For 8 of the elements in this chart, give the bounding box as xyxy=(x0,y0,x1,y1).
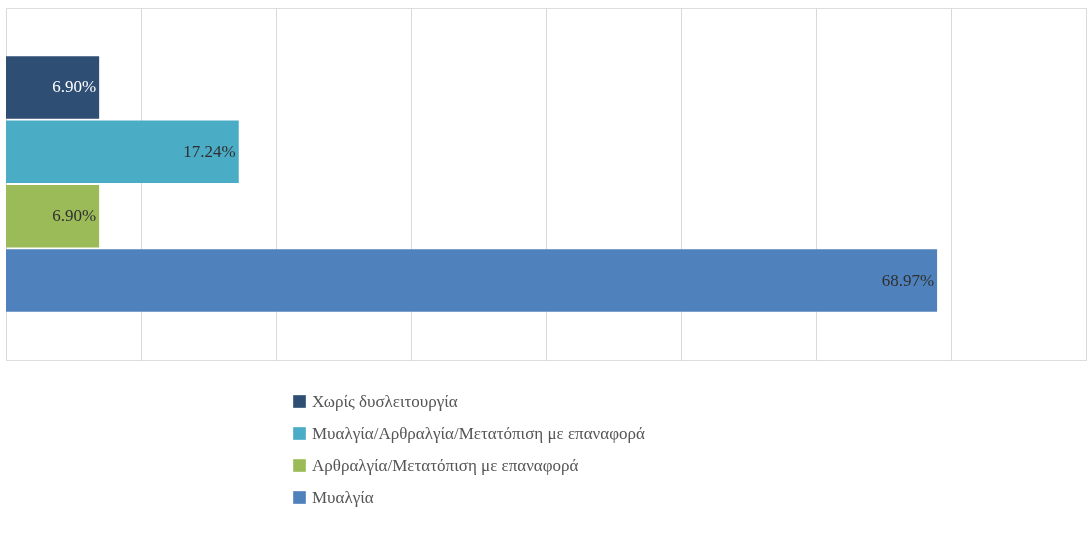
legend-label: Μυαλγία/Αρθραλγία/Μετατόπιση με επαναφορά xyxy=(312,423,645,443)
data-label: 17.24% xyxy=(183,141,236,161)
data-label: 68.97% xyxy=(881,270,935,290)
legend-label: Μυαλγία xyxy=(312,487,374,507)
data-label: 6.90% xyxy=(52,77,97,97)
legend-label: Αρθραλγία/Μετατόπιση με επαναφορά xyxy=(312,455,579,475)
legend-label: Χωρίς δυσλειτουργία xyxy=(312,391,458,411)
data-label: 6.90% xyxy=(52,206,97,226)
